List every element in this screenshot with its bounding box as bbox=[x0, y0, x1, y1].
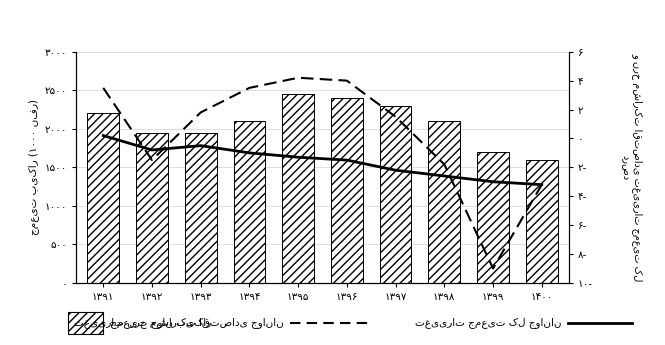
Y-axis label: جمعیت بیکار (۱۰۰۰ نفر): جمعیت بیکار (۱۰۰۰ نفر) bbox=[29, 99, 39, 235]
Bar bbox=[233, 121, 265, 283]
Bar bbox=[87, 114, 119, 283]
Bar bbox=[477, 152, 509, 283]
Bar bbox=[526, 160, 558, 283]
Bar bbox=[428, 121, 460, 283]
Bar bbox=[283, 94, 314, 283]
Bar bbox=[185, 132, 217, 283]
Bar bbox=[331, 98, 362, 283]
Text: تغییرات جمعیت کل جوانان: تغییرات جمعیت کل جوانان bbox=[415, 317, 561, 328]
Bar bbox=[136, 132, 168, 283]
Bar bbox=[380, 106, 412, 283]
Y-axis label: و نرخ مشارکت اقتصادی تغییرات جمعیت کل
درصد: و نرخ مشارکت اقتصادی تغییرات جمعیت کل در… bbox=[620, 53, 643, 282]
Bar bbox=[68, 312, 104, 334]
Text: جمعیت جوان بیکار: جمعیت جوان بیکار bbox=[110, 317, 211, 328]
Text: شکل۱. نمودار تغییرات جمعیت جوانان بیکار، نرخ رشد جمعیت کل و مشارکت اقتصادی جوانا: شکل۱. نمودار تغییرات جمعیت جوانان بیکار،… bbox=[0, 10, 665, 23]
Text: تغییرات نرخ مشارکت اقتصادی جوانان: تغییرات نرخ مشارکت اقتصادی جوانان bbox=[74, 317, 284, 328]
